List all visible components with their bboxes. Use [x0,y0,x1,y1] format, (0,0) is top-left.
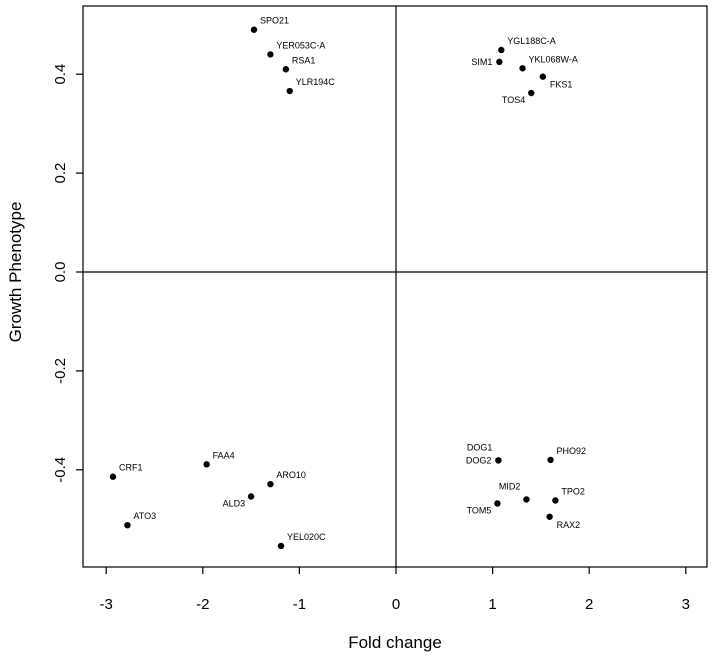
y-tick-label: 0.4 [52,64,69,85]
data-point-ato3 [124,521,131,529]
point-label-spo21: SPO21 [260,16,289,26]
data-point-faa4 [203,461,210,468]
data-point-tom5 [494,500,501,507]
data-point-spo21 [250,26,258,33]
point-label-tos4: TOS4 [502,95,525,105]
point-label-fks1: FKS1 [550,80,573,90]
data-point-mid2 [523,496,530,503]
data-point-rsa1 [282,66,290,73]
point-label-yer053c-a: YER053C-A [276,40,325,50]
point-label-crf1: CRF1 [119,463,143,473]
x-tick-label: 1 [488,596,496,613]
point-label-mid2: MID2 [499,481,521,491]
y-tick-label: -0.4 [52,457,69,483]
point-label-tpo2: TPO2 [561,486,585,496]
data-point-fks1 [539,73,547,80]
point-label-tom5: TOM5 [467,505,492,515]
data-point-aro10 [267,480,274,488]
x-tick-label: -3 [100,596,113,613]
y-tick-label: 0.2 [52,163,69,184]
data-point-ygl188c-a [498,46,505,54]
point-label-aro10: ARO10 [276,470,306,480]
point-label-ato3: ATO3 [133,511,156,521]
point-label-dog1: DOG1 [467,442,493,452]
data-point-sim1 [496,58,503,66]
x-axis-title: Fold change [348,633,442,652]
data-points [109,26,559,550]
x-tick-label: 0 [392,596,400,613]
data-point-ylr194c [286,87,293,95]
point-label-faa4: FAA4 [213,450,235,460]
y-axis-title: Growth Phenotype [6,202,25,343]
point-label-ygl188c-a: YGL188C-A [507,36,556,46]
data-point-yel020c [277,542,285,550]
point-label-sim1: SIM1 [471,57,492,67]
point-label-dog2: DOG2 [466,455,492,465]
y-axis: -0.4 -0.2 0.0 0.2 0.4 [52,64,83,483]
data-point-pho92 [547,456,554,464]
data-point-tpo2 [552,497,559,504]
data-point-yer053c-a [267,51,274,58]
y-tick-label: -0.2 [52,358,69,384]
point-labels: SPO21 YER053C-A RSA1 YLR194C YGL188C-A SIM1 YK… [119,16,586,542]
point-label-pho92: PHO92 [557,446,587,456]
y-tick-label: 0.0 [52,262,69,283]
point-label-ykl068w-a: YKL068W-A [529,54,578,64]
x-tick-label: -1 [293,596,306,613]
point-label-rsa1: RSA1 [292,55,316,65]
data-point-tos4 [528,89,535,97]
data-point-crf1 [109,473,117,480]
point-label-rax2: RAX2 [557,520,581,530]
data-point-ykl068w-a [519,65,526,72]
point-label-ald3: ALD3 [223,499,246,509]
point-label-ylr194c: YLR194C [296,77,336,87]
x-tick-label: -2 [196,596,209,613]
data-point-ald3 [247,493,255,500]
x-axis: -3 -2 -1 0 1 2 3 [100,567,690,613]
point-label-yel020c: YEL020C [287,532,326,542]
data-point-dog2 [495,457,502,464]
x-tick-label: 2 [585,596,593,613]
plot-frame [82,5,708,568]
x-tick-label: 3 [682,596,690,613]
data-point-rax2 [546,513,553,520]
